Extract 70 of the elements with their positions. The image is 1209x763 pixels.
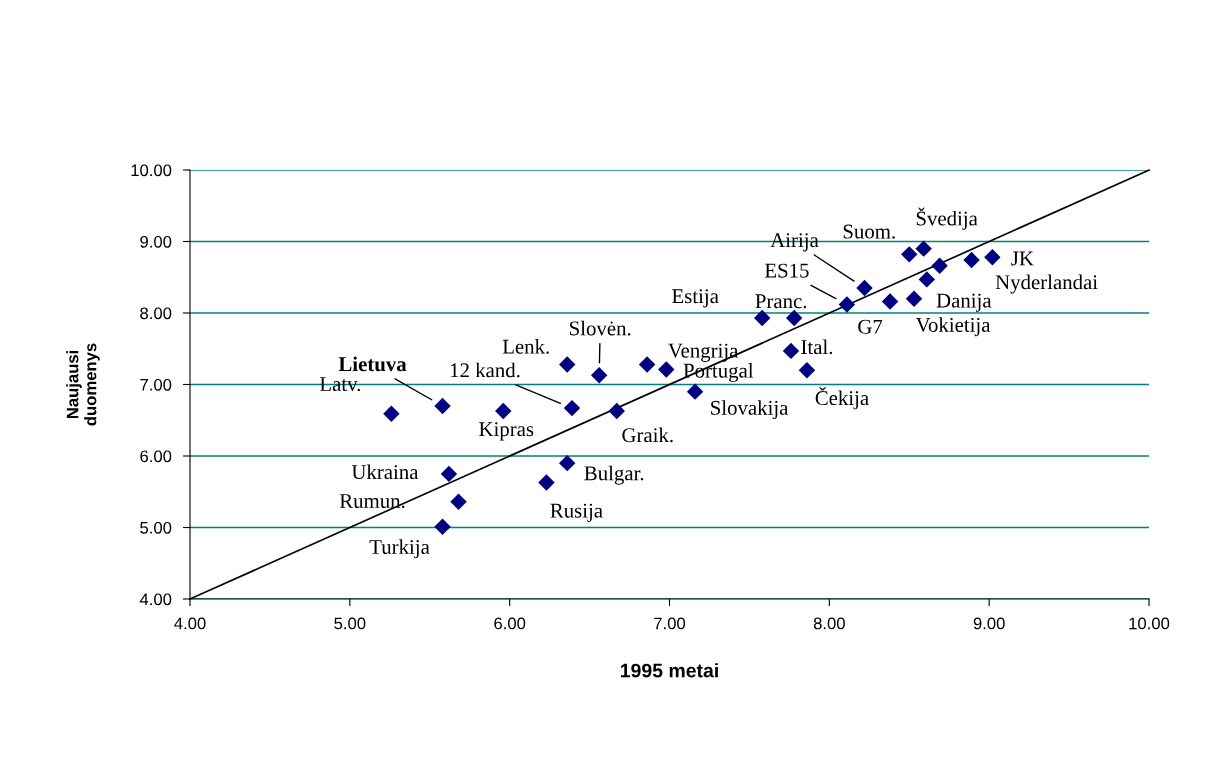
y-axis-title: Naujausi duomenys (66, 343, 100, 426)
annotation: Nyderlandai (995, 274, 1098, 294)
point (838, 296, 856, 313)
annotation: Rusija (550, 503, 603, 522)
annotation: Vengrija (668, 343, 739, 362)
point (881, 293, 899, 310)
point (905, 290, 923, 307)
point (785, 309, 803, 327)
annotation: Vokietija (915, 317, 991, 337)
annotation: Lenk. (502, 339, 549, 354)
annotation: Graik. (622, 427, 673, 443)
annotation: 12 kand. (450, 362, 520, 378)
x-tick-label: 4.00 (174, 617, 206, 630)
annotation: Slovakija (711, 400, 789, 420)
annotation: Pranc. (755, 294, 807, 309)
annotation: JK (1011, 251, 1034, 266)
point (638, 356, 656, 373)
y-tick-label: 7.00 (140, 378, 172, 391)
point (558, 454, 576, 472)
x-axis-title: 1995 metai (621, 663, 718, 678)
x-tick-label: 7.00 (654, 617, 686, 630)
y-tick-label: 4.00 (139, 593, 172, 606)
annotation: Rumun. (339, 494, 405, 509)
annotation: Suom. (843, 224, 895, 239)
annotation: Bulgar. (584, 465, 644, 485)
point (608, 402, 625, 420)
point (538, 474, 555, 491)
annotation: G7 (858, 319, 883, 334)
point (434, 518, 451, 535)
point (856, 279, 873, 297)
point (782, 342, 800, 360)
point (590, 366, 608, 384)
point (901, 246, 918, 263)
y-tick-label: 9.00 (140, 235, 172, 248)
point (915, 240, 932, 257)
point (963, 251, 980, 269)
annotation: Estija (672, 289, 719, 308)
y-tick-label: 8.00 (140, 307, 172, 320)
annotation: Ital. (801, 339, 833, 355)
point (563, 399, 581, 417)
y-tick-label: 10.00 (131, 164, 172, 177)
annotation: Švedija (916, 207, 978, 230)
point (383, 405, 400, 423)
point (931, 257, 948, 275)
annotation: ES15 (764, 263, 809, 278)
x-tick-label: 10.00 (1129, 617, 1170, 630)
annotation: Turkija (369, 539, 430, 559)
x-tick-label: 8.00 (813, 617, 845, 630)
y-tick-label: 5.00 (140, 521, 172, 534)
point (798, 361, 816, 379)
annotation: Kipras (479, 422, 534, 441)
x-tick-label: 9.00 (973, 617, 1005, 630)
annotation: Ukraina (351, 464, 419, 480)
point (753, 309, 771, 327)
annotation: Slovėn. (570, 320, 631, 336)
annotation: Čekija (815, 387, 869, 410)
point (495, 402, 512, 420)
annotation: Lietuva (338, 356, 407, 372)
point (558, 356, 576, 373)
y-tick-label: 6.00 (140, 450, 172, 463)
point (984, 249, 1001, 266)
annotation: Danija (936, 293, 992, 312)
point (686, 383, 704, 400)
x-tick-label: 6.00 (494, 617, 526, 630)
x-tick-label: 5.00 (334, 617, 366, 630)
point (440, 465, 458, 483)
point (918, 271, 936, 288)
point (450, 493, 467, 510)
point (658, 361, 675, 378)
point (434, 397, 451, 415)
